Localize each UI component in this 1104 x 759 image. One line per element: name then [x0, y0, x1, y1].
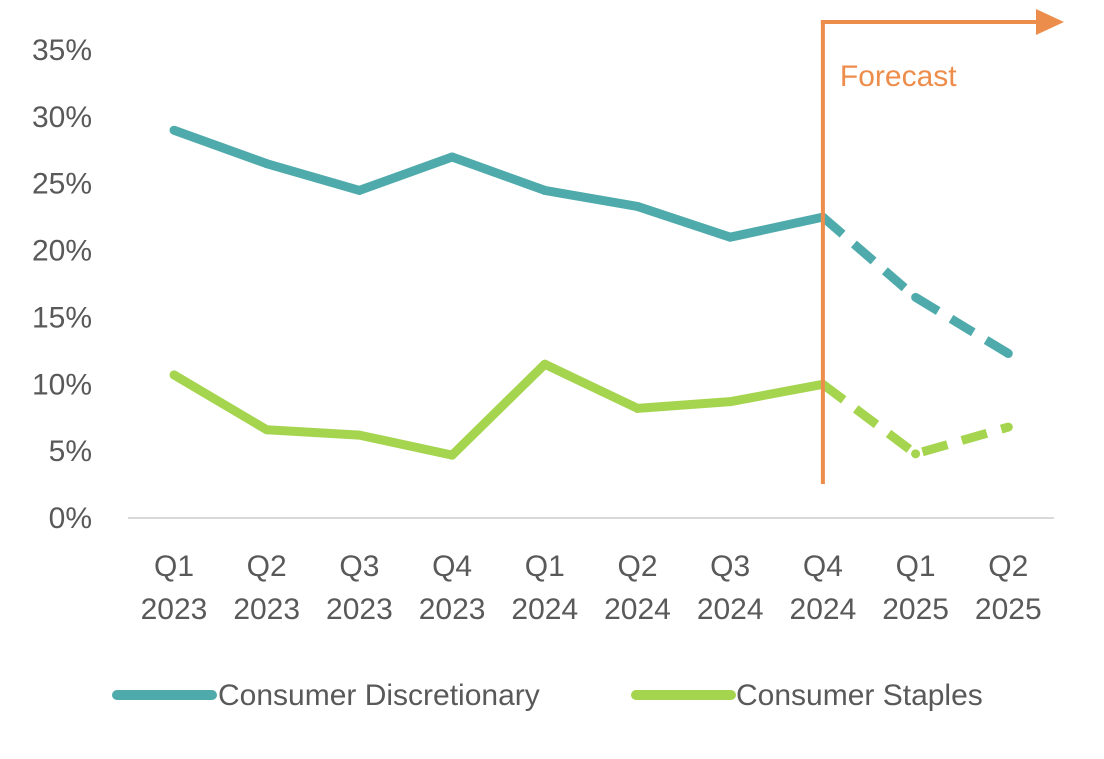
x-tick-label: Q1 2025 — [882, 550, 949, 626]
data-point-consumer-staples — [169, 370, 179, 380]
x-tick-label: Q2 2023 — [233, 550, 300, 626]
data-point-consumer-discretionary — [540, 185, 550, 195]
series-line-consumer-staples — [171, 359, 824, 460]
data-point-consumer-discretionary — [725, 232, 735, 242]
x-tick-quarter: Q4 — [803, 550, 843, 583]
x-tick-year: 2024 — [790, 593, 857, 626]
x-tick-quarter: Q2 — [247, 550, 287, 583]
x-tick-quarter: Q1 — [896, 550, 936, 583]
y-tick-label: 5% — [49, 435, 92, 468]
x-tick-label: Q4 2024 — [790, 550, 857, 626]
forecast-label: Forecast — [840, 60, 957, 93]
x-tick-label: Q3 2023 — [326, 550, 393, 626]
x-tick-year: 2025 — [882, 593, 949, 626]
series-line-consumer-discretionary — [172, 125, 824, 242]
legend-item-consumer-discretionary[interactable]: Consumer Discretionary — [112, 679, 540, 712]
x-tick-label: Q4 2023 — [419, 550, 486, 626]
data-point-consumer-staples — [447, 450, 457, 460]
x-tick-quarter: Q2 — [617, 550, 657, 583]
x-tick-label: Q2 2024 — [604, 550, 671, 626]
x-tick-year: 2024 — [604, 593, 671, 626]
y-tick-label: 25% — [32, 168, 92, 201]
x-tick-year: 2023 — [141, 593, 208, 626]
y-tick-label: 10% — [32, 368, 92, 401]
legend: Consumer Discretionary Consumer Staples — [112, 679, 983, 712]
data-point-consumer-discretionary — [169, 125, 179, 135]
data-point-consumer-discretionary — [262, 159, 272, 169]
y-tick-label: 20% — [32, 235, 92, 268]
x-tick-quarter: Q3 — [339, 550, 379, 583]
x-tick-quarter: Q1 — [154, 550, 194, 583]
data-point-consumer-staples — [725, 397, 735, 407]
x-axis: Q1 2023 Q2 2023 Q3 2023 Q4 2023 Q1 2024 Q2 2024 Q3 20… — [141, 550, 1042, 626]
series-forecast-line-consumer-discretionary — [819, 213, 1011, 358]
data-point-consumer-discretionary — [354, 185, 364, 195]
x-tick-year: 2024 — [697, 593, 764, 626]
x-tick-label: Q1 2023 — [141, 550, 208, 626]
legend-label-consumer-discretionary: Consumer Discretionary — [218, 679, 540, 712]
y-tick-label: 15% — [32, 301, 92, 334]
data-point-consumer-discretionary — [911, 292, 921, 302]
data-point-consumer-staples — [262, 425, 272, 435]
plot-area — [169, 125, 1013, 460]
data-point-consumer-staples — [540, 359, 550, 369]
forecast-annotation: Forecast — [820, 9, 1064, 484]
x-tick-year: 2025 — [975, 593, 1042, 626]
x-tick-quarter: Q3 — [710, 550, 750, 583]
series-forecast-line-consumer-staples — [820, 380, 1010, 459]
data-point-consumer-staples — [633, 403, 642, 413]
x-tick-year: 2023 — [233, 593, 300, 626]
data-point-consumer-discretionary — [1003, 349, 1013, 359]
x-tick-quarter: Q1 — [525, 550, 565, 583]
data-point-consumer-staples — [354, 430, 364, 440]
data-point-consumer-staples — [911, 449, 921, 459]
forecast-arrowhead — [1036, 9, 1064, 35]
y-axis: 35% 30% 25% 20% 15% 10% 5% 0% — [32, 34, 92, 535]
x-tick-year: 2024 — [511, 593, 578, 626]
legend-item-consumer-staples[interactable]: Consumer Staples — [631, 679, 983, 712]
x-tick-quarter: Q2 — [988, 550, 1028, 583]
x-tick-year: 2023 — [326, 593, 393, 626]
data-point-consumer-discretionary — [447, 152, 457, 162]
x-tick-quarter: Q4 — [432, 550, 472, 583]
x-tick-year: 2023 — [419, 593, 486, 626]
data-point-consumer-staples — [1003, 422, 1013, 432]
y-tick-label: 35% — [32, 34, 92, 67]
x-tick-label: Q2 2025 — [975, 550, 1042, 626]
legend-label-consumer-staples: Consumer Staples — [736, 679, 983, 712]
y-tick-label: 0% — [49, 502, 92, 535]
y-tick-label: 30% — [32, 101, 92, 134]
x-tick-label: Q1 2024 — [511, 550, 578, 626]
x-tick-label: Q3 2024 — [697, 550, 764, 626]
data-point-consumer-discretionary — [633, 201, 642, 211]
